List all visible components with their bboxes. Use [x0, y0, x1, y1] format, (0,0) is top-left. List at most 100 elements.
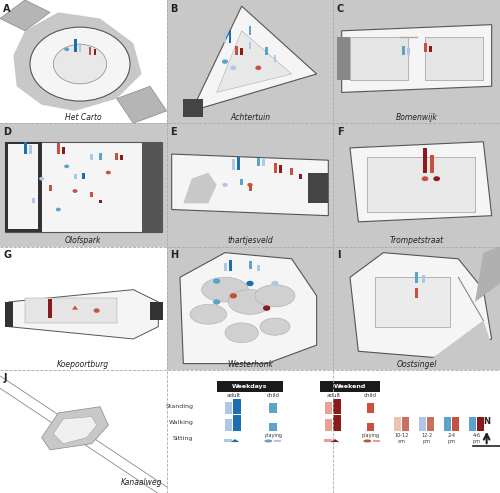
Polygon shape: [475, 246, 500, 302]
Bar: [74, 39, 76, 52]
Bar: [237, 157, 240, 170]
Bar: [477, 417, 484, 431]
Text: child: child: [364, 393, 376, 398]
Circle shape: [64, 165, 69, 168]
Bar: [274, 440, 280, 443]
Circle shape: [272, 281, 278, 286]
Bar: [422, 275, 425, 283]
Polygon shape: [334, 0, 500, 123]
Ellipse shape: [260, 318, 290, 335]
Bar: [325, 419, 332, 431]
Circle shape: [246, 281, 254, 286]
Bar: [5, 302, 14, 327]
Text: Weekend: Weekend: [334, 384, 366, 389]
Bar: [24, 142, 26, 154]
Bar: [240, 178, 243, 185]
Polygon shape: [334, 123, 500, 246]
Circle shape: [230, 66, 236, 70]
Text: 12-2
pm: 12-2 pm: [421, 433, 432, 444]
Text: Walking: Walking: [168, 420, 194, 425]
Bar: [334, 415, 340, 431]
Polygon shape: [425, 320, 492, 364]
Bar: [90, 192, 93, 197]
Circle shape: [54, 44, 106, 84]
Circle shape: [213, 278, 220, 284]
Bar: [262, 159, 265, 167]
Bar: [248, 42, 252, 49]
Bar: [234, 399, 240, 414]
Bar: [375, 277, 450, 327]
Polygon shape: [166, 123, 334, 246]
Bar: [270, 403, 276, 413]
Circle shape: [30, 27, 130, 101]
Bar: [224, 439, 232, 443]
Text: Westerhonk: Westerhonk: [227, 359, 273, 369]
Bar: [216, 381, 284, 392]
Bar: [427, 417, 434, 431]
Text: Standing: Standing: [166, 404, 194, 409]
Polygon shape: [116, 86, 166, 123]
Bar: [425, 37, 484, 80]
Circle shape: [39, 177, 44, 180]
Bar: [234, 415, 240, 431]
Bar: [366, 423, 374, 431]
Circle shape: [106, 171, 111, 175]
Circle shape: [230, 293, 237, 299]
Bar: [120, 155, 123, 160]
Bar: [366, 157, 475, 212]
Text: playing: playing: [264, 433, 282, 438]
Text: 2-4
pm: 2-4 pm: [448, 433, 456, 444]
Bar: [142, 141, 162, 232]
Text: adult: adult: [226, 393, 240, 398]
Bar: [257, 265, 260, 271]
Bar: [98, 153, 102, 160]
Text: Sitting: Sitting: [173, 436, 194, 441]
Bar: [150, 302, 164, 320]
Bar: [224, 262, 226, 271]
Bar: [248, 261, 252, 269]
Circle shape: [222, 60, 228, 64]
Bar: [225, 419, 232, 431]
Bar: [5, 141, 42, 232]
Ellipse shape: [255, 285, 295, 307]
Bar: [248, 185, 252, 191]
Polygon shape: [180, 252, 316, 364]
Bar: [232, 159, 235, 170]
Bar: [430, 155, 434, 173]
Bar: [225, 402, 232, 414]
Bar: [25, 298, 116, 323]
Circle shape: [94, 309, 100, 313]
Bar: [402, 417, 409, 431]
Ellipse shape: [225, 323, 258, 343]
Text: Achtertuin: Achtertuin: [230, 113, 270, 122]
Polygon shape: [192, 6, 316, 111]
Circle shape: [56, 208, 61, 211]
Bar: [336, 37, 350, 80]
Bar: [90, 154, 93, 160]
Polygon shape: [330, 439, 340, 442]
Bar: [407, 48, 410, 55]
Text: Kanaalweg: Kanaalweg: [121, 478, 162, 487]
Circle shape: [264, 440, 272, 443]
Bar: [265, 47, 268, 55]
Bar: [366, 403, 374, 413]
Bar: [394, 417, 402, 431]
Text: E: E: [170, 127, 176, 137]
Circle shape: [256, 66, 262, 70]
Polygon shape: [166, 246, 334, 370]
Bar: [334, 399, 340, 414]
Bar: [78, 43, 82, 52]
Bar: [278, 165, 281, 173]
Bar: [32, 198, 35, 203]
Polygon shape: [166, 0, 334, 123]
Text: C: C: [336, 3, 344, 14]
Polygon shape: [350, 142, 492, 222]
Text: child: child: [267, 393, 280, 398]
Bar: [228, 30, 232, 43]
Bar: [274, 163, 276, 173]
Polygon shape: [8, 289, 158, 339]
Bar: [48, 185, 51, 191]
Text: H: H: [170, 250, 178, 260]
Bar: [415, 288, 418, 298]
Bar: [419, 417, 426, 431]
